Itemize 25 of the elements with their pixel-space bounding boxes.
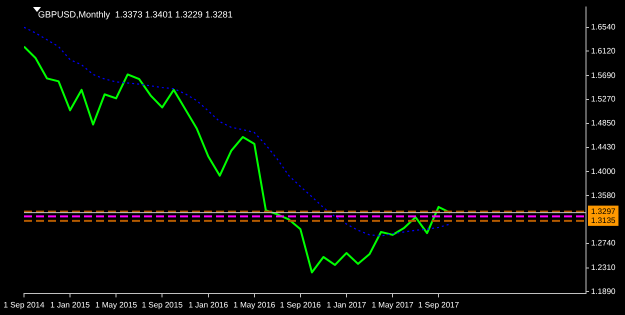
y-tick-label: 1.6120 bbox=[591, 46, 616, 56]
x-tick-label: 1 Sep 2016 bbox=[280, 300, 322, 310]
y-tick-label: 1.2310 bbox=[591, 263, 616, 272]
y-tick-label: 1.5690 bbox=[591, 70, 616, 80]
x-tick-label: 1 Jan 2017 bbox=[326, 300, 367, 310]
y-tick-label: 1.2740 bbox=[591, 238, 616, 248]
y-tick-label: 1.6540 bbox=[591, 22, 616, 32]
x-tick-label: 1 Sep 2017 bbox=[418, 300, 460, 310]
y-tick-label: 1.4430 bbox=[591, 142, 616, 152]
x-tick-label: 1 May 2016 bbox=[233, 300, 276, 310]
y-tick-label: 1.4850 bbox=[591, 118, 616, 128]
chart-title: GBPUSD,Monthly 1.3373 1.3401 1.3229 1.3281 bbox=[38, 9, 233, 20]
ref-line-label: 1.3135 bbox=[591, 216, 616, 226]
y-tick-label: 1.4000 bbox=[591, 166, 616, 176]
ref-line-label: 1.3297 bbox=[591, 206, 616, 216]
y-tick-label: 1.3580 bbox=[591, 190, 616, 200]
x-tick-label: 1 Jan 2015 bbox=[50, 300, 90, 310]
y-tick-label: 1.5270 bbox=[591, 94, 616, 104]
x-tick-label: 1 Sep 2015 bbox=[142, 300, 184, 310]
line-series bbox=[24, 26, 451, 237]
x-tick-label: 1 May 2015 bbox=[95, 300, 138, 310]
x-tick-label: 1 May 2017 bbox=[372, 300, 414, 310]
y-tick-label: 1.1890 bbox=[591, 286, 616, 296]
x-tick-label: 1 Sep 2014 bbox=[4, 300, 46, 310]
x-tick-label: 1 Jan 2016 bbox=[188, 300, 229, 310]
